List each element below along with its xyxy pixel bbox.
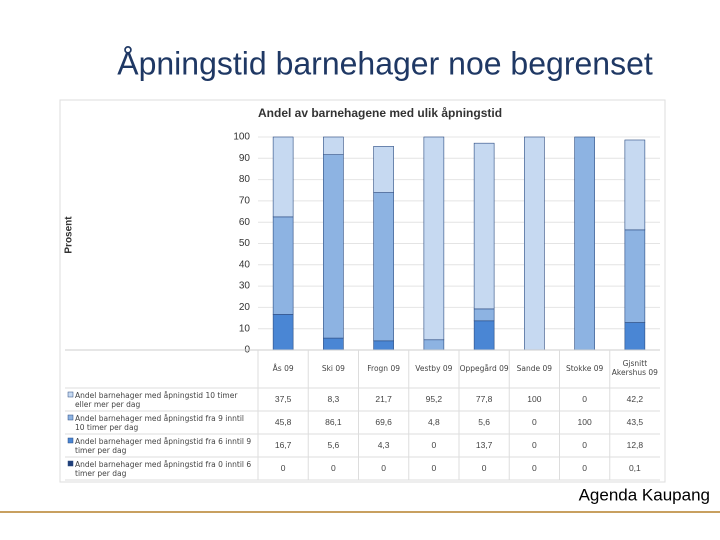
table-value: 12,8 <box>627 440 644 450</box>
table-value: 45,8 <box>275 417 292 427</box>
x-tick-label-box: Ås 09 <box>272 363 294 373</box>
chart-title: Andel av barnehagene med ulik åpningstid <box>258 106 502 120</box>
bar-segment <box>473 308 495 322</box>
bar-segment <box>624 139 646 231</box>
x-tick-label: Ski 09 <box>321 363 345 373</box>
x-tick-label: Vestby 09 <box>415 363 453 373</box>
table-value: 100 <box>527 394 541 404</box>
bar-segment <box>323 337 344 351</box>
table-value: 0 <box>381 463 386 473</box>
x-tick-label-box: Gjsnitt Akershus 09 <box>611 359 658 377</box>
table-value: 42,2 <box>627 394 644 404</box>
x-tick-label-box: Frogn 09 <box>367 363 400 373</box>
bar-segment <box>373 340 394 351</box>
table-value: 0 <box>582 440 587 450</box>
bar-segment <box>473 320 495 351</box>
table-value: 0 <box>532 440 537 450</box>
table-value: 4,3 <box>378 440 390 450</box>
bar-segment <box>323 154 344 339</box>
table-value: 0 <box>582 394 587 404</box>
bar-segment <box>524 136 545 351</box>
legend-swatch <box>67 414 74 421</box>
table-value: 0 <box>281 463 286 473</box>
table-value: 0 <box>432 463 437 473</box>
bar-segment <box>373 192 394 342</box>
bar-segment <box>272 314 294 351</box>
bar-segment <box>423 136 445 341</box>
legend-label-box: Andel barnehager med åpningstid fra 0 in… <box>75 459 252 478</box>
legend-label: Andel barnehager med åpningstid fra 0 in… <box>75 459 252 478</box>
table-value: 0,1 <box>629 463 641 473</box>
y-tick-label: 100 <box>233 132 250 143</box>
y-tick-label: 40 <box>239 259 251 270</box>
bar-segment <box>272 216 294 315</box>
y-axis-label: Prosent <box>64 216 75 254</box>
x-tick-label-box: Sande 09 <box>516 363 553 373</box>
bar-segment <box>574 136 595 351</box>
legend-swatch <box>67 437 74 444</box>
table-value: 86,1 <box>325 417 342 427</box>
y-tick-label: 60 <box>239 217 251 228</box>
legend-label: Andel barnehager med åpningstid fra 9 in… <box>75 413 245 432</box>
y-tick-label: 80 <box>239 174 251 185</box>
table-value: 37,5 <box>275 394 292 404</box>
table-value: 0 <box>532 417 537 427</box>
chart-frame <box>59 99 666 483</box>
y-tick-label: 50 <box>239 238 251 249</box>
bar-segment <box>373 146 394 193</box>
table-value: 16,7 <box>275 440 292 450</box>
legend-swatch <box>67 460 74 467</box>
bar-segment <box>624 229 646 323</box>
legend-swatch <box>67 391 74 398</box>
table-value: 43,5 <box>627 417 644 427</box>
table-value: 8,3 <box>327 394 339 404</box>
bar-segment <box>272 136 294 218</box>
table-value: 77,8 <box>476 394 493 404</box>
y-tick-label: 20 <box>239 302 251 313</box>
y-tick-label: 90 <box>239 153 251 164</box>
x-tick-label: Sande 09 <box>516 363 553 373</box>
x-tick-label: Oppegård 09 <box>459 363 509 373</box>
table-value: 0 <box>331 463 336 473</box>
bar-segment <box>423 339 445 351</box>
x-tick-label-box: Vestby 09 <box>415 363 453 373</box>
table-value: 0 <box>432 440 437 450</box>
x-tick-label: Stokke 09 <box>565 363 604 373</box>
table-value: 100 <box>578 417 592 427</box>
legend-label: Andel barnehager med åpningstid fra 6 in… <box>75 436 252 455</box>
x-tick-label-box: Oppegård 09 <box>459 363 509 373</box>
table-value: 4,8 <box>428 417 440 427</box>
x-tick-label-box: Stokke 09 <box>565 363 604 373</box>
table-value: 69,6 <box>375 417 392 427</box>
table-value: 13,7 <box>476 440 493 450</box>
table-value: 0 <box>482 463 487 473</box>
x-tick-label: Frogn 09 <box>367 363 400 373</box>
bar-segment <box>624 322 646 351</box>
legend-label-box: Andel barnehager med åpningstid fra 6 in… <box>75 436 252 455</box>
x-tick-label-box: Ski 09 <box>321 363 345 373</box>
table-value: 21,7 <box>375 394 392 404</box>
slide-title: Åpningstid barnehager noe begrenset <box>117 45 653 81</box>
legend-label-box: Andel barnehager med åpningstid fra 9 in… <box>75 413 245 432</box>
table-value: 5,6 <box>327 440 339 450</box>
x-tick-label: Ås 09 <box>272 363 294 373</box>
table-value: 0 <box>532 463 537 473</box>
y-tick-label: 30 <box>239 281 251 292</box>
y-tick-label: 10 <box>239 323 251 334</box>
bar-segment <box>473 142 495 310</box>
x-tick-label: Gjsnitt Akershus 09 <box>611 359 658 377</box>
table-value: 5,6 <box>478 417 490 427</box>
legend-label-box: Andel barnehager med åpningstid 10 timer… <box>75 390 238 409</box>
footer: Agenda Kaupang <box>579 485 710 504</box>
legend-label: Andel barnehager med åpningstid 10 timer… <box>75 390 238 409</box>
bar-segment <box>323 136 344 155</box>
y-tick-label: 70 <box>239 196 251 207</box>
table-value: 95,2 <box>426 394 443 404</box>
table-value: 0 <box>582 463 587 473</box>
